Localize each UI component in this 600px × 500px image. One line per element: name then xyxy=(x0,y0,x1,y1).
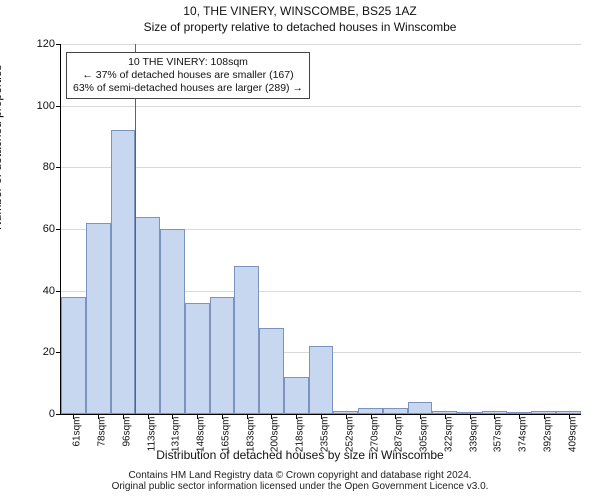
xtick-label: 148sqm xyxy=(196,417,207,453)
xtick-label: 322sqm xyxy=(443,417,454,453)
y-axis-label: Number of detached properties xyxy=(0,65,4,230)
xtick-label: 131sqm xyxy=(171,417,182,453)
ytick-mark xyxy=(56,291,61,292)
gridline xyxy=(61,167,581,168)
xtick-label: 235sqm xyxy=(320,417,331,453)
histogram-bar xyxy=(234,266,259,414)
xtick-label: 270sqm xyxy=(369,417,380,453)
ytick-mark xyxy=(56,106,61,107)
ytick-label: 80 xyxy=(15,161,55,173)
ytick-label: 120 xyxy=(15,38,55,50)
xtick-label: 305sqm xyxy=(419,417,430,453)
plot-area: 02040608010012061sqm78sqm96sqm113sqm131s… xyxy=(60,44,581,415)
ytick-mark xyxy=(56,44,61,45)
xtick-label: 218sqm xyxy=(295,417,306,453)
xtick-label: 78sqm xyxy=(97,417,108,447)
histogram-bar xyxy=(185,303,210,414)
ytick-label: 40 xyxy=(15,285,55,297)
histogram-bar xyxy=(309,346,334,414)
ytick-label: 0 xyxy=(15,408,55,420)
xtick-label: 96sqm xyxy=(121,417,132,447)
histogram-bar xyxy=(284,377,309,414)
property-marker-line xyxy=(135,44,136,414)
histogram-bar xyxy=(160,229,185,414)
histogram-bar xyxy=(86,223,111,414)
xtick-label: 252sqm xyxy=(344,417,355,453)
xtick-label: 183sqm xyxy=(245,417,256,453)
histogram-bar xyxy=(61,297,86,414)
annotation-line: 10 THE VINERY: 108sqm xyxy=(73,56,303,69)
footer-line2: Original public sector information licen… xyxy=(0,481,600,492)
xtick-label: 392sqm xyxy=(542,417,553,453)
chart-root: 10, THE VINERY, WINSCOMBE, BS25 1AZ Size… xyxy=(0,0,600,500)
footer-line1: Contains HM Land Registry data © Crown c… xyxy=(0,470,600,481)
xtick-label: 61sqm xyxy=(72,417,83,447)
title-address: 10, THE VINERY, WINSCOMBE, BS25 1AZ xyxy=(0,4,600,18)
histogram-bar xyxy=(210,297,235,414)
ytick-label: 60 xyxy=(15,223,55,235)
xtick-label: 339sqm xyxy=(468,417,479,453)
xtick-label: 374sqm xyxy=(518,417,529,453)
gridline xyxy=(61,106,581,107)
ytick-mark xyxy=(56,414,61,415)
xtick-label: 165sqm xyxy=(220,417,231,453)
annotation-box: 10 THE VINERY: 108sqm← 37% of detached h… xyxy=(66,52,310,99)
ytick-label: 100 xyxy=(15,100,55,112)
histogram-bar xyxy=(259,328,284,414)
xtick-label: 357sqm xyxy=(493,417,504,453)
xtick-label: 200sqm xyxy=(270,417,281,453)
x-axis-label: Distribution of detached houses by size … xyxy=(0,448,600,462)
title-subtitle: Size of property relative to detached ho… xyxy=(0,20,600,34)
ytick-label: 20 xyxy=(15,346,55,358)
gridline xyxy=(61,44,581,45)
xtick-label: 409sqm xyxy=(567,417,578,453)
histogram-bar xyxy=(135,217,160,414)
xtick-label: 287sqm xyxy=(394,417,405,453)
histogram-bar xyxy=(408,402,433,414)
footer-credits: Contains HM Land Registry data © Crown c… xyxy=(0,470,600,492)
annotation-line: 63% of semi-detached houses are larger (… xyxy=(73,82,303,95)
annotation-line: ← 37% of detached houses are smaller (16… xyxy=(73,69,303,82)
ytick-mark xyxy=(56,229,61,230)
xtick-label: 113sqm xyxy=(146,417,157,452)
histogram-bar xyxy=(111,130,136,414)
ytick-mark xyxy=(56,167,61,168)
